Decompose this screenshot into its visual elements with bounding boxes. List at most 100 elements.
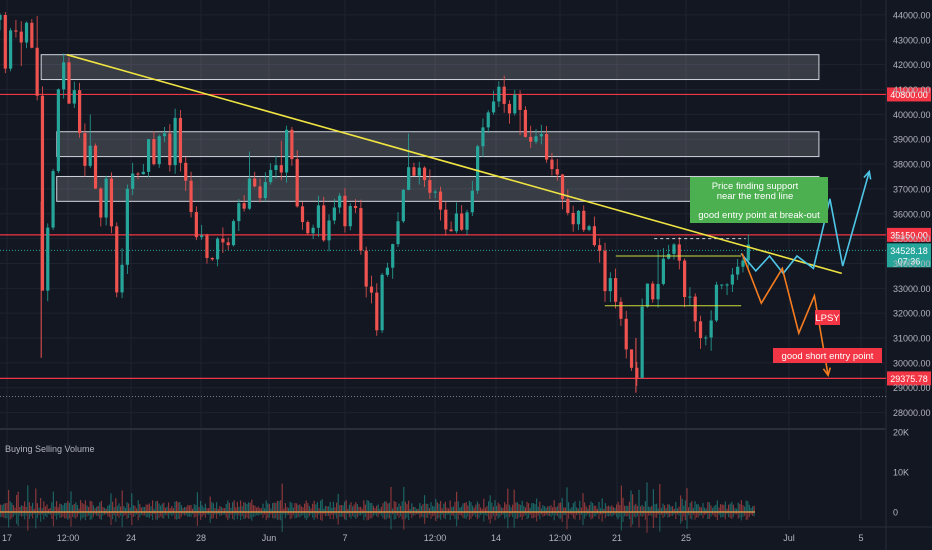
volume-bar xyxy=(344,501,346,512)
volume-bar xyxy=(737,512,739,519)
volume-bar xyxy=(588,512,590,517)
volume-bar xyxy=(603,508,605,512)
volume-bar xyxy=(139,512,141,518)
volume-bar xyxy=(176,500,178,512)
volume-bar xyxy=(721,504,723,512)
volume-bar xyxy=(313,512,315,520)
candle-body xyxy=(173,117,177,166)
volume-bar xyxy=(710,505,712,512)
y-tick-label: 32000.00 xyxy=(893,309,931,319)
volume-bar xyxy=(638,489,640,512)
candle-body xyxy=(741,260,745,267)
volume-bar xyxy=(256,512,258,516)
volume-bar xyxy=(225,503,227,512)
volume-bar xyxy=(73,512,75,518)
volume-bar xyxy=(291,502,293,512)
volume-bar xyxy=(686,488,688,512)
volume-bar xyxy=(454,501,456,512)
volume-bar xyxy=(643,506,645,512)
candle-body xyxy=(364,250,368,287)
volume-bar xyxy=(384,501,386,512)
volume-bar xyxy=(428,512,430,515)
volume-bar xyxy=(536,512,538,522)
candle-body xyxy=(385,267,390,275)
volume-bar xyxy=(342,505,344,512)
volume-bar xyxy=(712,507,714,512)
volume-bar xyxy=(67,501,69,512)
volume-bar xyxy=(204,503,206,512)
volume-bar xyxy=(57,512,59,516)
volume-bar xyxy=(9,512,11,520)
volume-bar xyxy=(153,512,155,515)
candle-body xyxy=(507,103,512,114)
candle-body xyxy=(338,195,342,208)
volume-bar xyxy=(361,512,363,515)
volume-bar xyxy=(467,505,469,512)
volume-bar xyxy=(529,507,531,512)
candle-body xyxy=(656,283,660,300)
volume-bar xyxy=(667,512,669,518)
volume-bar xyxy=(464,512,466,519)
volume-bar xyxy=(220,512,222,516)
volume-bar xyxy=(708,512,710,519)
resistance-zones xyxy=(40,54,820,202)
volume-bar xyxy=(352,506,354,512)
volume-bar xyxy=(697,512,699,518)
volume-bar xyxy=(601,512,603,522)
volume-bar xyxy=(46,512,48,518)
volume-bar xyxy=(172,512,174,515)
candle-body xyxy=(120,264,124,293)
volume-bar xyxy=(64,503,66,512)
volume-bar xyxy=(180,512,182,517)
volume-bar xyxy=(732,504,734,512)
volume-bar xyxy=(304,503,306,512)
volume-bar xyxy=(259,512,261,515)
volume-tick-label: 20K xyxy=(893,428,909,438)
volume-bar xyxy=(134,505,136,512)
candle-body xyxy=(651,283,655,300)
volume-bar xyxy=(704,507,706,512)
volume-bar xyxy=(3,503,5,512)
volume-bar xyxy=(345,512,347,521)
volume-bar xyxy=(216,512,218,519)
volume-bar xyxy=(140,507,142,512)
volume-bar xyxy=(166,506,168,512)
volume-bar xyxy=(545,507,547,512)
volume-bar xyxy=(510,512,512,516)
volume-bar xyxy=(348,504,350,512)
candle-body xyxy=(99,188,103,218)
volume-bar xyxy=(62,505,64,512)
volume-bar xyxy=(113,507,115,512)
volume-bar xyxy=(281,483,283,512)
candle-body xyxy=(67,62,71,104)
volume-bar xyxy=(171,506,173,512)
volume-bar xyxy=(148,512,150,519)
volume-bar xyxy=(235,507,237,512)
volume-bar xyxy=(515,502,517,512)
volume-bar xyxy=(54,512,56,516)
volume-bar xyxy=(339,512,341,517)
volume-bar xyxy=(624,505,626,512)
volume-bar xyxy=(590,512,592,520)
volume-bar xyxy=(190,504,192,512)
volume-bar xyxy=(6,512,8,519)
volume-bar xyxy=(728,504,730,512)
volume-bar xyxy=(244,502,246,512)
volume-bar xyxy=(704,512,706,516)
volume-bar xyxy=(700,512,702,516)
volume-bar xyxy=(241,506,243,512)
volume-bar xyxy=(368,500,370,512)
candle-body xyxy=(194,212,198,238)
volume-bar xyxy=(283,508,285,512)
volume-bar xyxy=(97,512,99,517)
candle-body xyxy=(725,284,729,286)
volume-bar xyxy=(139,504,141,512)
volume-bar xyxy=(296,503,298,512)
volume-bar xyxy=(464,503,466,512)
volume-bar xyxy=(121,512,123,528)
volume-bar xyxy=(659,512,661,532)
volume-bar xyxy=(606,512,608,517)
volume-bar xyxy=(280,512,282,521)
